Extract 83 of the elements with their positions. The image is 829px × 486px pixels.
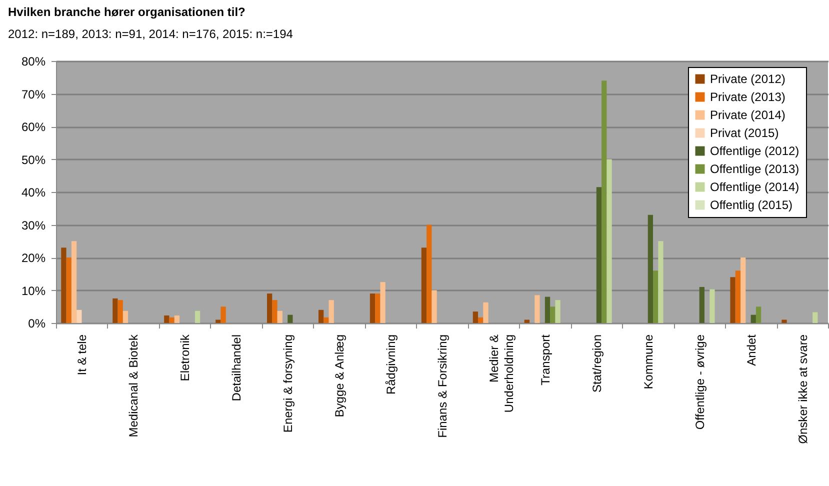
bar (606, 159, 612, 323)
y-tick-label: 70% (21, 87, 46, 102)
chart-subtitle: 2012: n=189, 2013: n=91, 2014: n=176, 2015: n:=194 (8, 27, 294, 41)
bar (710, 289, 715, 323)
bar (648, 214, 654, 323)
bar (756, 306, 762, 323)
x-tick-label: Bygge & Anlæg (332, 334, 347, 418)
bar (370, 294, 376, 323)
legend-label: Privat (2015) (710, 126, 779, 140)
x-tick-label: Finans & Forsikring (436, 334, 450, 438)
bar (782, 320, 787, 323)
bar (602, 80, 607, 323)
bar (220, 306, 226, 323)
bar (544, 296, 550, 323)
bar (426, 224, 432, 323)
bar (194, 310, 200, 323)
bar (472, 312, 478, 323)
bar (118, 300, 123, 323)
x-tick-label: Offentlige - øvrige (692, 334, 707, 430)
bar (174, 315, 180, 323)
y-tick-label: 10% (21, 284, 46, 298)
x-tick-label: Energi & forsyning (281, 334, 296, 433)
y-tick-label: 80% (21, 54, 46, 68)
bar (524, 320, 530, 323)
y-tick-label: 40% (21, 186, 46, 200)
legend-label: Offentlig (2015) (710, 198, 792, 212)
y-tick-label: 30% (21, 218, 46, 232)
bar (277, 310, 282, 323)
bar (375, 294, 380, 323)
x-tick-label: Detailhandel (230, 334, 244, 402)
bar (288, 314, 293, 323)
y-tick-label: 60% (21, 120, 46, 134)
x-tick-label: Medier & Underholdning (486, 334, 516, 413)
bar (478, 317, 484, 323)
bar (169, 317, 174, 323)
legend-label: Offentlige (2014) (710, 180, 800, 194)
bar (324, 317, 329, 323)
bar (699, 286, 704, 323)
bar (550, 306, 556, 323)
x-tick-label: Andet (744, 334, 758, 366)
bar (750, 314, 756, 323)
x-tick-label: Ønsker ikke at svare (796, 334, 810, 444)
bar (380, 282, 386, 323)
bar (272, 300, 278, 323)
chart-title: Hvilken branche hører organisationen til? (8, 5, 246, 19)
bar (76, 310, 82, 323)
y-tick-label: 50% (21, 152, 46, 167)
x-tick-label: Stat/region (590, 334, 604, 393)
bar (318, 310, 324, 323)
bar (653, 270, 658, 323)
bar (555, 300, 560, 323)
legend-label: Private (2012) (710, 72, 786, 86)
bar (267, 294, 272, 323)
y-tick-label: 0% (28, 316, 46, 330)
bar (596, 187, 602, 323)
bar (735, 270, 741, 323)
bar (658, 241, 664, 323)
x-tick-label: Medicanal & Biotek (126, 334, 141, 438)
legend-label: Private (2014) (710, 108, 786, 122)
bar (112, 298, 118, 323)
bar (740, 258, 746, 323)
bar (730, 277, 736, 323)
y-tick-label: 20% (21, 251, 46, 265)
bar (216, 320, 221, 323)
x-tick-label: Rådgivning (384, 334, 398, 395)
bar (483, 302, 488, 323)
x-tick-label: It & tele (75, 334, 90, 376)
x-tick-label: Transport (538, 334, 552, 386)
bar (122, 310, 128, 323)
bar (164, 315, 170, 323)
legend-label: Private (2013) (710, 90, 786, 104)
bar (328, 300, 334, 323)
bar (812, 312, 818, 323)
bar (66, 258, 72, 323)
bar (421, 248, 427, 323)
bar (71, 241, 77, 323)
bar (534, 295, 540, 323)
bar (61, 248, 66, 323)
x-tick-label: Kommune (641, 334, 656, 390)
legend-label: Offentlige (2012) (710, 144, 800, 158)
legend-label: Offentlige (2013) (710, 162, 800, 176)
bar (432, 290, 437, 323)
x-tick-label: Eletronik (178, 334, 192, 382)
